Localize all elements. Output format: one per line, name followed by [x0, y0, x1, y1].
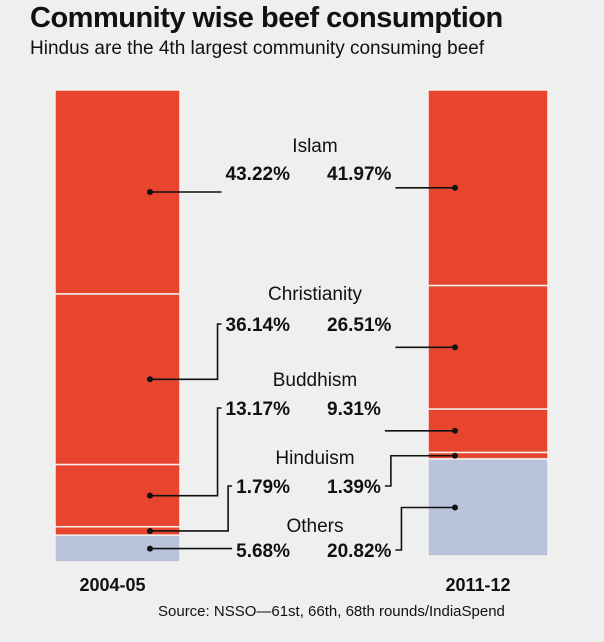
- category-label-buddhism: Buddhism: [273, 370, 358, 391]
- leader-dot: [147, 188, 153, 195]
- data-label: 36.14%: [226, 315, 291, 336]
- category-label-hinduism: Hinduism: [275, 448, 354, 469]
- leader-dot: [147, 492, 153, 499]
- category-label-christianity: Christianity: [268, 284, 362, 305]
- leader-dot: [147, 545, 153, 552]
- data-label: 43.22%: [226, 164, 291, 185]
- x-tick-label: 2011-12: [445, 575, 510, 595]
- leader-dot: [452, 344, 458, 351]
- data-label: 41.97%: [327, 164, 392, 185]
- chart-subtitle: Hindus are the 4th largest community con…: [30, 38, 485, 59]
- category-label-others: Others: [286, 516, 343, 537]
- leader-dot: [452, 184, 458, 191]
- leader-line: [395, 506, 455, 551]
- data-label: 9.31%: [327, 399, 381, 420]
- data-label: 5.68%: [236, 541, 290, 562]
- chart-title: Community wise beef consumption: [30, 2, 503, 34]
- data-label: 26.51%: [327, 315, 392, 336]
- chart-source: Source: NSSO—61st, 66th, 68th rounds/Ind…: [158, 603, 505, 620]
- leader-dot: [147, 527, 153, 534]
- leader-line: [384, 454, 455, 487]
- data-label: 1.39%: [327, 477, 381, 498]
- data-label: 1.79%: [236, 477, 290, 498]
- leader-dot: [147, 376, 153, 383]
- leader-line: [150, 323, 222, 381]
- leader-line: [150, 485, 233, 532]
- data-label: 13.17%: [226, 399, 291, 420]
- leader-dot: [452, 452, 458, 459]
- leader-dot: [452, 504, 458, 511]
- category-label-islam: Islam: [292, 136, 337, 157]
- leader-dot: [452, 427, 458, 434]
- data-label: 20.82%: [327, 541, 392, 562]
- x-tick-label: 2004-05: [79, 575, 145, 595]
- leader-line: [150, 407, 222, 497]
